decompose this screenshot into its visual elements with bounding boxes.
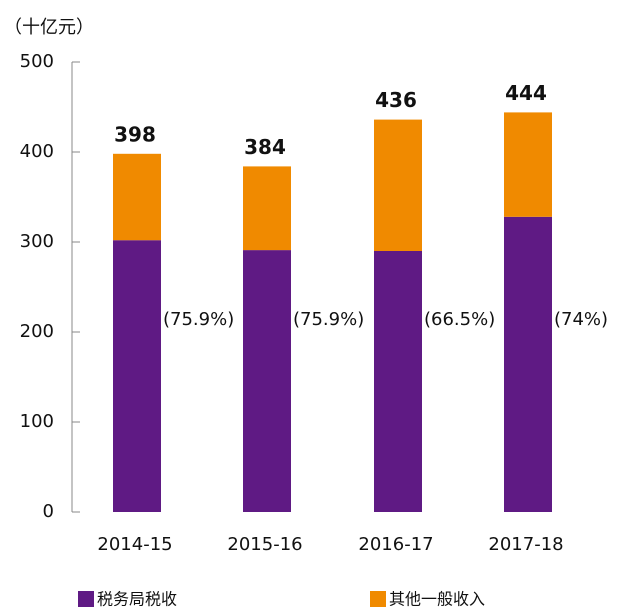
bar-segment [374, 251, 422, 512]
bar-segment [113, 153, 161, 241]
share-label: (74%) [554, 309, 608, 330]
share-label: (75.9%) [293, 309, 364, 330]
legend-swatch [78, 591, 94, 607]
x-tick-label: 2015-16 [227, 534, 302, 555]
bar-segment [504, 112, 552, 217]
bar-segment [113, 240, 161, 512]
y-tick-label: 100 [20, 411, 54, 432]
legend-label: 其他一般收入 [389, 590, 485, 609]
total-label: 444 [505, 81, 547, 105]
x-tick-label: 2016-17 [358, 534, 433, 555]
bar-segment [243, 250, 291, 512]
x-tick-label: 2014-15 [97, 534, 172, 555]
y-tick-label: 500 [20, 51, 54, 72]
y-tick-label: 300 [20, 231, 54, 252]
bar-segment [243, 166, 291, 251]
y-tick-label: 0 [43, 501, 54, 522]
legend-label: 税务局税收 [97, 590, 177, 609]
share-label: (66.5%) [424, 309, 495, 330]
total-label: 384 [244, 135, 286, 159]
total-label: 398 [114, 122, 156, 146]
bar-segment [504, 216, 552, 513]
y-tick-label: 200 [20, 321, 54, 342]
bar-segment [374, 119, 422, 251]
y-axis-label: （十亿元） [4, 17, 94, 38]
x-tick-label: 2017-18 [488, 534, 563, 555]
total-label: 436 [375, 88, 417, 112]
share-label: (75.9%) [163, 309, 234, 330]
legend-swatch [370, 591, 386, 607]
y-tick-label: 400 [20, 141, 54, 162]
